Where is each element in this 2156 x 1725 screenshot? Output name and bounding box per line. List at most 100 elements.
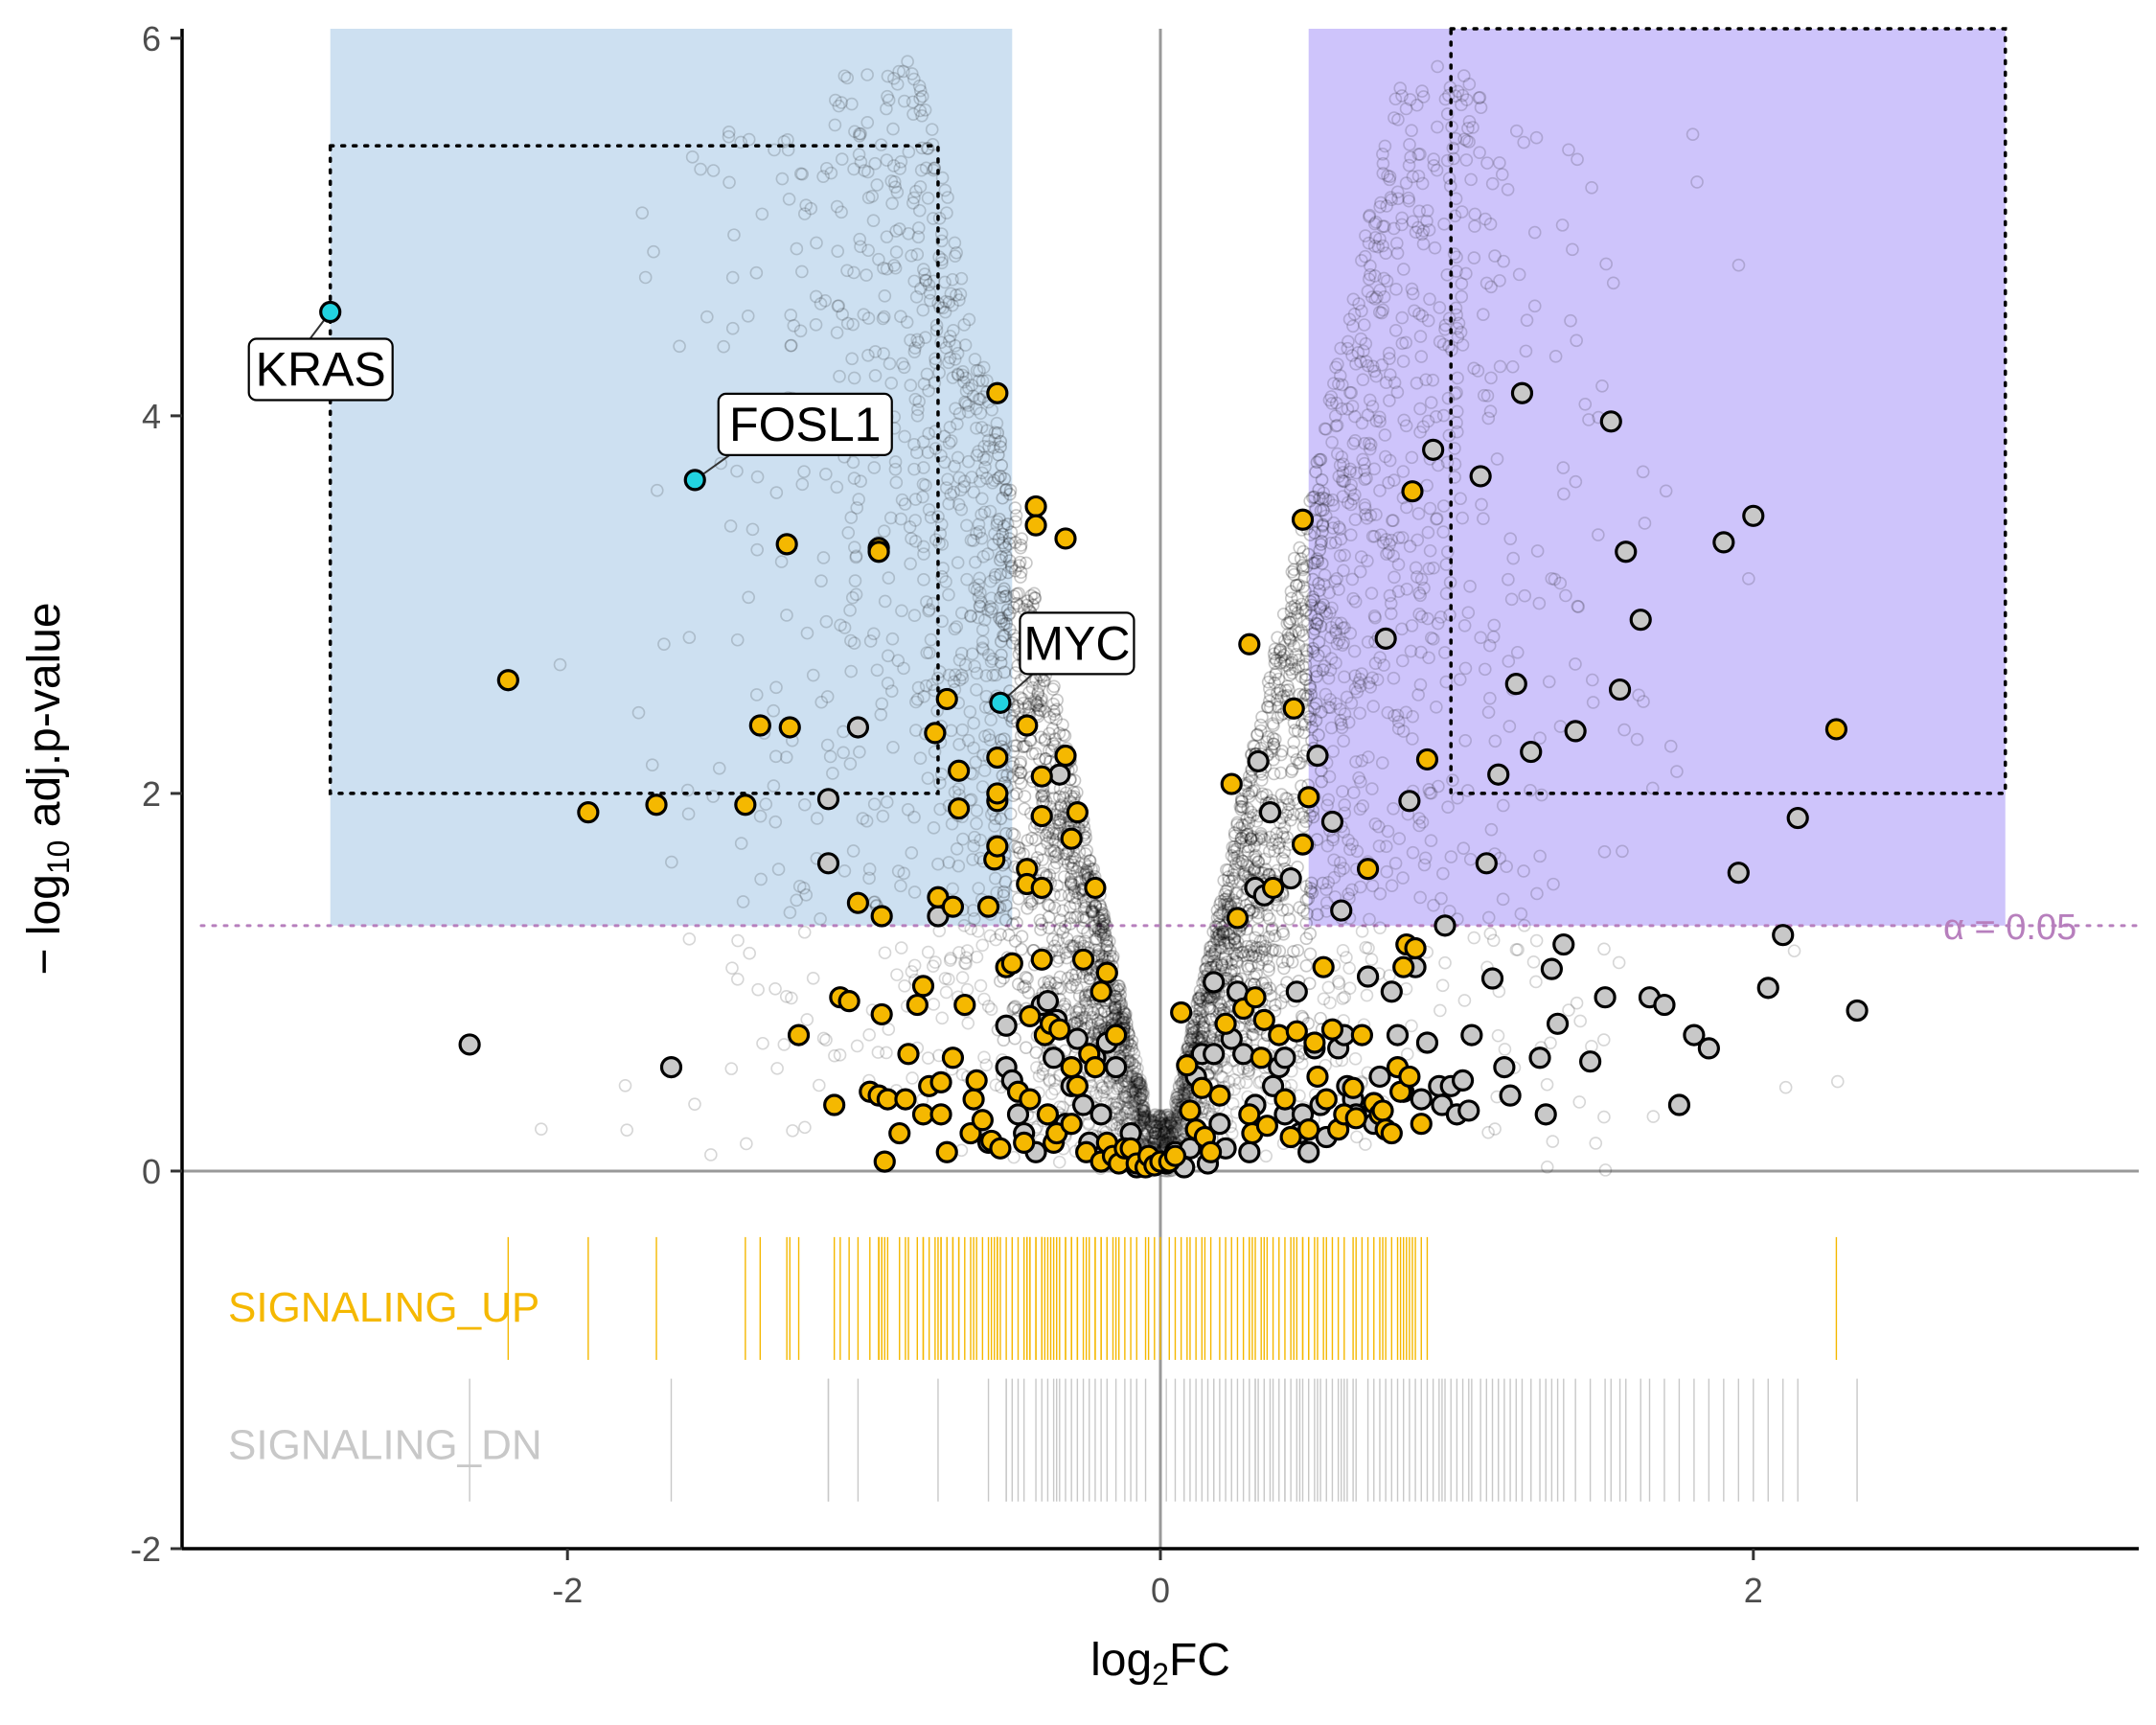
background-point: [912, 203, 927, 218]
background-point: [1111, 1113, 1125, 1127]
background-point: [1116, 1092, 1130, 1105]
background-point: [1296, 602, 1310, 615]
background-point: [1333, 369, 1347, 382]
background-point: [1247, 808, 1260, 822]
background-point: [882, 571, 896, 585]
background-point: [734, 837, 748, 850]
background-point: [1069, 1011, 1083, 1024]
background-point: [1148, 1127, 1162, 1140]
background-point: [1046, 826, 1060, 840]
background-point: [1244, 959, 1258, 973]
background-point: [816, 170, 830, 183]
background-point: [1367, 529, 1382, 543]
background-point: [1529, 130, 1544, 145]
background-point: [957, 318, 972, 332]
signaling-up-point: [778, 716, 801, 739]
background-point: [905, 249, 918, 263]
background-point: [1572, 1095, 1587, 1109]
background-point: [1109, 1101, 1123, 1115]
background-point: [1116, 1012, 1130, 1026]
background-point: [1276, 927, 1291, 941]
background-point: [1427, 561, 1440, 575]
background-point: [1396, 724, 1411, 738]
background-point: [1068, 1004, 1083, 1019]
background-point: [1369, 369, 1383, 383]
background-point: [1212, 929, 1226, 942]
background-point: [1154, 1128, 1168, 1141]
background-point: [553, 657, 567, 672]
background-point: [966, 647, 979, 661]
background-point: [1493, 359, 1507, 374]
background-point: [847, 265, 860, 280]
background-point: [1353, 802, 1367, 816]
background-point: [1098, 917, 1112, 931]
background-point: [915, 108, 929, 123]
signaling-up-point: [1255, 1115, 1278, 1138]
background-point: [1078, 934, 1092, 949]
background-point: [1281, 805, 1295, 819]
signaling-up-point: [1176, 1054, 1199, 1077]
background-point: [1170, 1092, 1183, 1105]
background-point: [952, 946, 966, 959]
signaling-dn-point: [1247, 749, 1270, 773]
background-point: [1207, 937, 1221, 952]
background-point: [1067, 939, 1081, 954]
background-point: [1435, 978, 1450, 993]
background-point: [799, 198, 813, 212]
background-point: [1072, 1001, 1087, 1016]
background-point: [1371, 240, 1386, 254]
background-point: [867, 461, 882, 474]
background-point: [881, 89, 894, 104]
background-point: [907, 438, 921, 451]
background-point: [1118, 1044, 1132, 1057]
background-point: [1119, 1007, 1133, 1021]
background-point: [956, 832, 970, 846]
background-point: [1014, 755, 1028, 770]
background-point: [957, 474, 972, 488]
background-point: [1226, 953, 1239, 967]
background-point: [1007, 589, 1021, 603]
background-point: [955, 723, 970, 737]
signaling-dn-point: [1306, 744, 1329, 768]
background-point: [1085, 904, 1099, 917]
background-point: [1036, 787, 1050, 801]
background-point: [1372, 819, 1386, 834]
background-point: [1316, 876, 1330, 890]
background-point: [797, 465, 811, 478]
background-point: [1149, 1126, 1162, 1140]
background-point: [1146, 1116, 1159, 1129]
background-point: [1157, 1135, 1170, 1148]
background-point: [1112, 995, 1127, 1009]
background-point: [1316, 491, 1330, 505]
background-point: [1125, 1070, 1138, 1084]
background-point: [1133, 1107, 1147, 1121]
background-point: [1309, 697, 1323, 710]
background-point: [723, 519, 738, 533]
background-point: [1403, 138, 1416, 151]
background-point: [971, 924, 985, 938]
background-point: [753, 809, 768, 823]
signaling-up-point: [1250, 1046, 1273, 1070]
background-point: [1192, 991, 1205, 1005]
background-point: [1440, 153, 1455, 168]
background-point: [1363, 272, 1376, 287]
background-point: [974, 406, 988, 421]
background-point: [1155, 1111, 1168, 1125]
background-point: [1234, 794, 1249, 808]
background-point: [1467, 361, 1480, 376]
background-point: [1233, 836, 1248, 850]
background-point: [1376, 148, 1389, 161]
background-point: [1336, 992, 1349, 1005]
background-point: [874, 138, 888, 151]
background-point: [1109, 1008, 1123, 1022]
background-point: [837, 621, 852, 634]
background-point: [784, 338, 798, 353]
background-point: [1324, 536, 1338, 550]
background-point: [951, 367, 965, 381]
background-point: [665, 855, 678, 869]
background-point: [998, 582, 1011, 596]
background-point: [1304, 598, 1319, 612]
background-point: [1015, 532, 1029, 545]
background-point: [1204, 940, 1219, 954]
background-point: [1276, 648, 1291, 662]
